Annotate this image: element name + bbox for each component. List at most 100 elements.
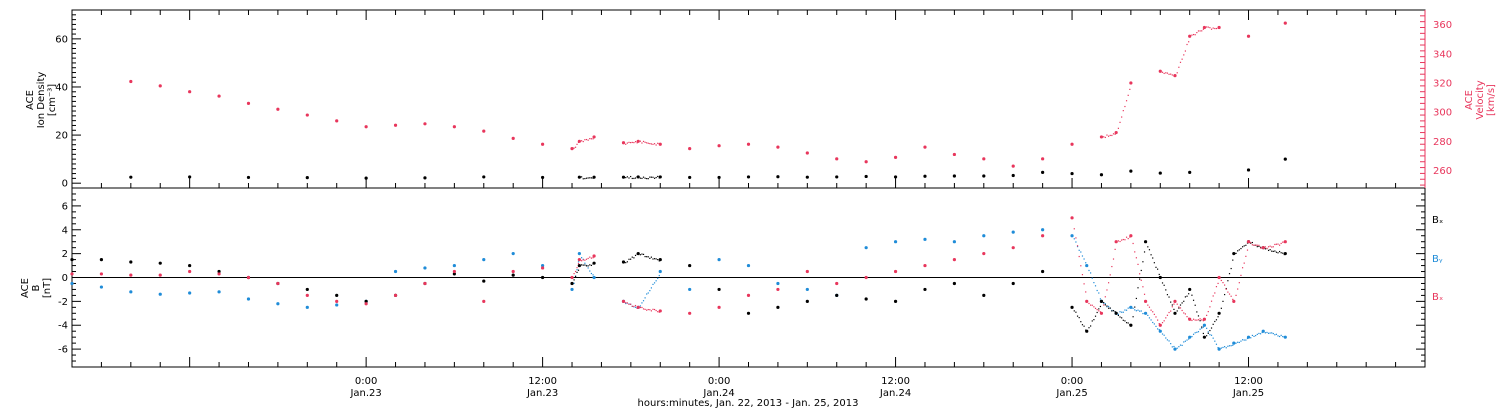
trace-dot (1104, 303, 1106, 305)
data-point (305, 293, 309, 297)
trace-dot (655, 144, 657, 146)
trace-dot (1114, 248, 1116, 250)
trace-dot (1119, 240, 1121, 243)
trace-dot (1250, 242, 1252, 244)
trace-dot (1171, 304, 1173, 306)
trace-dot (1094, 285, 1097, 287)
data-point (129, 260, 133, 264)
trace-dot (1124, 105, 1126, 108)
trace-dot (641, 302, 643, 304)
trace-dot (1152, 321, 1154, 324)
trace-dot (1142, 286, 1144, 288)
bottom-ytick-label: -4 (58, 321, 68, 332)
trace-dot (634, 141, 637, 143)
data-point (511, 252, 515, 256)
trace-dot (1264, 248, 1267, 250)
trace-dot (1139, 310, 1141, 312)
trace-dot (1155, 266, 1157, 268)
data-point (423, 122, 427, 126)
trace-dot (589, 264, 591, 266)
trace-dot (1243, 339, 1245, 341)
trace-dot (1209, 334, 1211, 336)
trace-dot (644, 141, 646, 143)
data-point (1188, 317, 1192, 321)
trace-dot (1267, 246, 1270, 248)
trace-dot (1119, 121, 1121, 123)
trace-dot (585, 138, 588, 141)
trace-dot (592, 274, 594, 276)
data-point (511, 273, 515, 277)
bottom-ytick-label: -6 (58, 345, 68, 356)
data-point (1202, 335, 1207, 339)
data-point (717, 287, 721, 292)
trace-dot (592, 138, 594, 140)
trace-dot (1188, 41, 1190, 43)
trace-dot (1147, 246, 1149, 248)
trace-dot (576, 143, 578, 145)
trace-dot (1106, 134, 1108, 136)
trace-dot (1166, 339, 1169, 341)
trace-dot (1073, 310, 1075, 312)
data-point (592, 261, 596, 265)
trace-dot (1181, 309, 1183, 312)
trace-dot (649, 142, 651, 145)
data-point (1099, 135, 1104, 139)
trace-dot (1093, 306, 1095, 308)
trace-dot (1184, 340, 1186, 342)
trace-dot (641, 253, 643, 255)
trace-dot (1186, 43, 1188, 46)
trace-dot (1179, 307, 1182, 309)
trace-dot (584, 264, 586, 266)
trace-dot (639, 305, 641, 307)
trace-dot (1274, 243, 1276, 246)
data-point (452, 125, 456, 129)
trace-dot (1103, 301, 1105, 304)
data-point (1041, 228, 1045, 232)
trace-dot (1093, 319, 1095, 321)
trace-dot (1181, 58, 1183, 60)
data-point (952, 240, 956, 244)
trace-dot (1277, 243, 1279, 245)
top-left-ytick-label: 20 (55, 131, 68, 142)
data-point (688, 287, 692, 292)
trace-dot (1271, 246, 1273, 248)
data-point (482, 258, 486, 262)
trace-dot (1199, 318, 1201, 320)
data-point (1114, 311, 1118, 315)
trace-dot (1107, 135, 1110, 137)
data-point (364, 125, 368, 129)
trace-dot (655, 309, 657, 312)
trace-dot (1227, 280, 1229, 282)
data-point (217, 290, 221, 294)
trace-dot (1240, 274, 1242, 276)
data-point (1188, 287, 1192, 292)
trace-dot (646, 256, 648, 258)
data-point (864, 174, 868, 179)
data-point (688, 263, 692, 268)
trace-dot (1150, 309, 1152, 311)
trace-dot (1109, 274, 1111, 276)
data-point (658, 269, 662, 274)
data-point (276, 107, 280, 111)
trace-dot (649, 309, 651, 311)
top-left-ylabel-line3: [cm⁻³] (47, 84, 58, 116)
trace-dot (649, 257, 651, 259)
trace-dot (587, 177, 589, 179)
trace-dot (647, 256, 649, 258)
trace-dot (628, 177, 630, 179)
data-point (246, 101, 251, 105)
top-right-ytick-label: 360 (1433, 20, 1452, 31)
trace-dot (1238, 249, 1240, 251)
trace-dot (644, 308, 646, 310)
trace-dot (1256, 333, 1258, 336)
x-tick-date-label: Jan.25 (1232, 388, 1264, 399)
trace-dot (1232, 298, 1234, 300)
data-point (952, 174, 956, 178)
trace-dot (1134, 306, 1136, 308)
trace-dot (1127, 94, 1129, 96)
data-point (1158, 69, 1162, 73)
data-point (835, 175, 839, 179)
trace-dot (1212, 323, 1214, 325)
legend-bz: Bₓ (1432, 292, 1443, 303)
data-point (335, 299, 339, 303)
